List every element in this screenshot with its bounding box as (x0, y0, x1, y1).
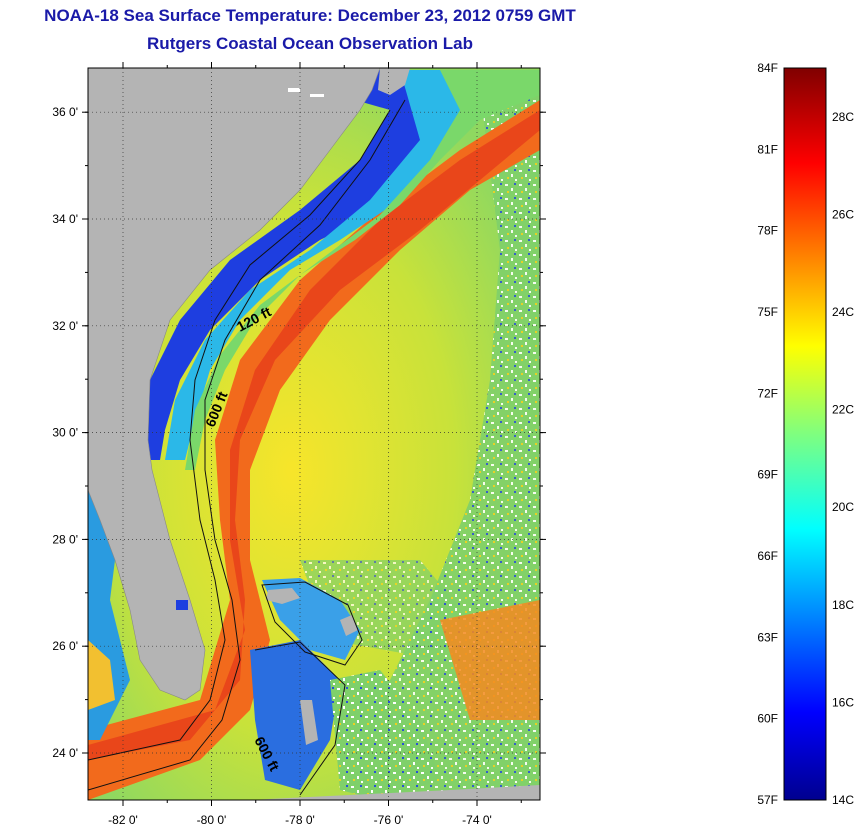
latitude-tick-label: 32 0' (52, 319, 78, 333)
gulf-stream-band (88, 100, 540, 800)
axis-ticks (82, 62, 546, 806)
celsius-label: 22C (832, 403, 854, 417)
fahrenheit-label: 63F (757, 630, 778, 644)
cuba-land (250, 785, 540, 800)
longitude-tick-label: -76 0' (374, 813, 404, 827)
fahrenheit-label: 57F (757, 793, 778, 807)
andros-island (300, 700, 318, 745)
celsius-scale: 28C 26C 24C 22C 20C 18C 16C 14C (832, 110, 854, 807)
fahrenheit-label: 69F (757, 468, 778, 482)
fahrenheit-scale: 84F 81F 78F 75F 72F 69F 66F 63F 60F 57F (757, 61, 778, 807)
bahama-speckle (330, 670, 440, 800)
fahrenheit-label: 81F (757, 142, 778, 156)
bahama-bank (250, 640, 340, 790)
celsius-label: 14C (832, 793, 854, 807)
celsius-label: 26C (832, 207, 854, 221)
warm-eddy (440, 600, 540, 720)
latitude-tick-label: 24 0' (52, 746, 78, 760)
map-frame (87, 67, 541, 801)
celsius-label: 18C (832, 598, 854, 612)
celsius-label: 20C (832, 500, 854, 514)
map-grid (88, 68, 540, 800)
contour-bahama-bank (254, 641, 346, 796)
grand-bahama-island (266, 588, 300, 604)
fahrenheit-label: 66F (757, 549, 778, 563)
longitude-tick-label: -74 0' (462, 813, 492, 827)
latitude-axis: 24 0' 26 0' 28 0' 30 0' 32 0' 34 0' 36 0' (52, 105, 78, 760)
contour-600ft (88, 99, 406, 791)
contour-bahama-bank (261, 581, 363, 666)
longitude-tick-label: -82 0' (108, 813, 138, 827)
fahrenheit-label: 78F (757, 224, 778, 238)
map-title: NOAA-18 Sea Surface Temperature: Decembe… (44, 6, 576, 25)
celsius-label: 16C (832, 695, 854, 709)
fahrenheit-label: 84F (757, 61, 778, 75)
cool-shelf-water (165, 70, 470, 460)
outer-banks-land (378, 68, 410, 95)
fahrenheit-label: 72F (757, 386, 778, 400)
latitude-tick-label: 28 0' (52, 532, 78, 546)
fahrenheit-label: 60F (757, 712, 778, 726)
sst-field (88, 68, 540, 800)
colorbar-gradient (783, 67, 827, 801)
latitude-tick-label: 26 0' (52, 639, 78, 653)
lake (288, 88, 300, 92)
us-southeast-coast-land (88, 68, 381, 701)
celsius-label: 28C (832, 110, 854, 124)
cold-shelf-water (140, 70, 440, 460)
longitude-tick-label: -80 0' (197, 813, 227, 827)
map-subtitle: Rutgers Coastal Ocean Observation Lab (147, 34, 473, 53)
longitude-tick-label: -78 0' (285, 813, 315, 827)
lake-okeechobee (176, 600, 188, 610)
contour-120ft (88, 109, 391, 761)
longitude-axis: -82 0' -80 0' -78 0' -76 0' -74 0' (108, 813, 492, 827)
abaco-island (340, 615, 358, 636)
warm-gulf-patch (88, 640, 115, 710)
celsius-label: 24C (832, 305, 854, 319)
fahrenheit-label: 75F (757, 305, 778, 319)
lake (310, 94, 324, 97)
latitude-tick-label: 30 0' (52, 426, 78, 440)
latitude-tick-label: 34 0' (52, 212, 78, 226)
latitude-tick-label: 36 0' (52, 105, 78, 119)
